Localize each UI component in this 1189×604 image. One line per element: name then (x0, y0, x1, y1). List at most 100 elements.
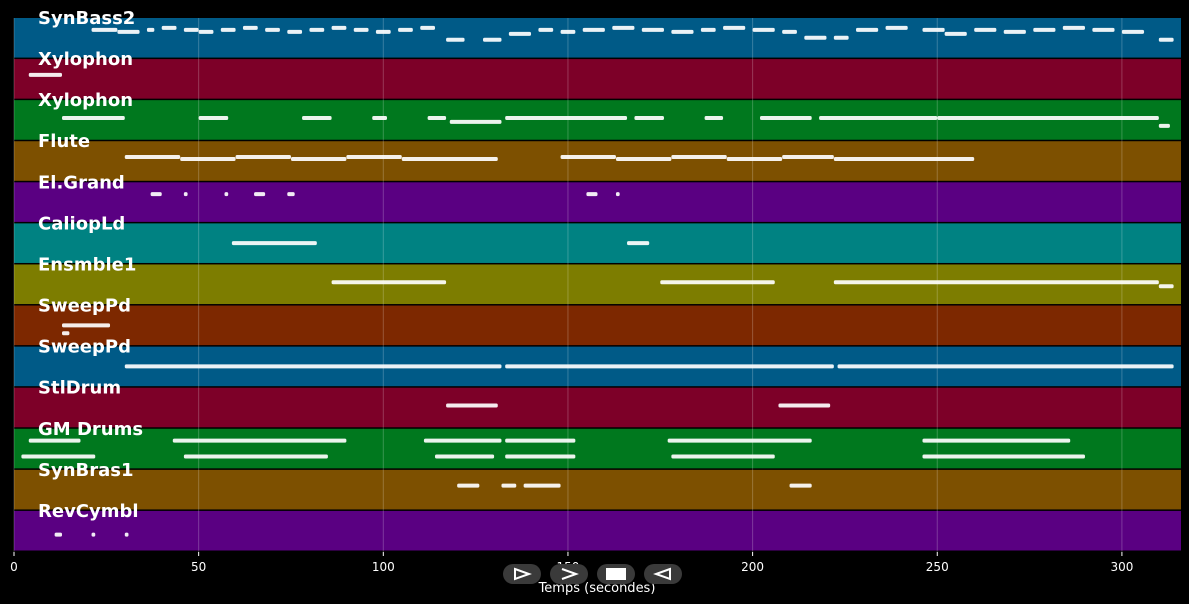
note-mark (427, 115, 447, 120)
note-mark (254, 192, 266, 197)
note-mark (789, 483, 812, 488)
note-mark (726, 157, 783, 162)
note-mark (1033, 27, 1056, 32)
track-label: RevCymbl (38, 501, 139, 522)
note-mark (446, 37, 465, 42)
play-button[interactable] (503, 564, 541, 584)
track-label: El.Grand (38, 172, 125, 193)
note-mark (833, 280, 1159, 285)
note-marks (21, 25, 1174, 537)
note-mark (944, 31, 967, 36)
note-mark (231, 241, 317, 246)
track-label: CaliopLd (38, 213, 125, 234)
track-label: Ensmble1 (38, 254, 136, 275)
note-mark (62, 331, 70, 336)
note-mark (21, 454, 96, 459)
note-mark (302, 115, 332, 120)
note-mark (837, 364, 1174, 369)
note-mark (183, 192, 188, 197)
note-mark (885, 25, 908, 30)
note-mark (1062, 25, 1085, 30)
track-label: SweepPd (38, 337, 131, 358)
note-mark (582, 27, 605, 32)
note-mark (1092, 27, 1115, 32)
note-mark (180, 157, 236, 162)
note-mark (856, 27, 879, 32)
note-mark (146, 27, 155, 32)
note-mark (124, 532, 129, 537)
note-mark (833, 35, 849, 40)
note-mark (667, 438, 812, 443)
note-mark (265, 27, 280, 32)
note-mark (782, 155, 834, 160)
note-mark (538, 27, 554, 32)
note-mark (124, 364, 502, 369)
note-mark (290, 157, 347, 162)
note-mark (671, 29, 694, 34)
track-lane (14, 305, 1181, 346)
note-mark (1003, 29, 1026, 34)
note-mark (435, 454, 495, 459)
note-mark (819, 115, 938, 120)
note-mark (287, 192, 295, 197)
track-lane (14, 428, 1181, 469)
note-mark (224, 192, 229, 197)
x-axis-label: Temps (secondes) (538, 581, 656, 596)
track-label: Xylophon (38, 49, 133, 70)
x-tick-label: 100 (372, 560, 395, 574)
note-mark (198, 115, 229, 120)
note-mark (375, 29, 391, 34)
note-mark (183, 454, 328, 459)
note-mark (560, 155, 616, 160)
note-mark (1158, 123, 1170, 128)
note-mark (398, 27, 413, 32)
note-mark (505, 364, 834, 369)
note-mark (612, 25, 635, 30)
note-mark (1121, 29, 1145, 34)
note-mark (505, 115, 628, 120)
note-mark (331, 25, 347, 30)
note-mark (446, 403, 498, 408)
track-label: Xylophon (38, 90, 133, 111)
note-mark (235, 155, 291, 160)
note-mark (804, 35, 827, 40)
note-mark (778, 403, 831, 408)
note-mark (586, 192, 598, 197)
note-mark (508, 31, 532, 36)
note-mark (91, 532, 96, 537)
playback-controls (503, 564, 682, 584)
note-mark (501, 483, 517, 488)
track-lane (14, 510, 1181, 551)
track-lane (14, 18, 1181, 58)
note-mark (220, 27, 236, 32)
note-mark (449, 119, 502, 124)
note-mark (372, 115, 387, 120)
track-lane (14, 387, 1181, 428)
note-mark (62, 115, 125, 120)
note-mark (287, 29, 303, 34)
note-mark (759, 115, 812, 120)
note-mark (641, 27, 664, 32)
note-mark (457, 483, 480, 488)
note-mark (172, 438, 347, 443)
note-mark (700, 27, 716, 32)
note-mark (922, 454, 1085, 459)
note-mark (28, 438, 81, 443)
note-mark (309, 27, 325, 32)
track-lane (14, 182, 1181, 222)
rewind-button[interactable] (644, 564, 682, 584)
stop-button[interactable] (597, 564, 635, 584)
note-mark (560, 29, 576, 34)
note-mark (937, 115, 1159, 120)
note-mark (331, 280, 447, 285)
note-mark (627, 241, 650, 246)
note-mark (423, 438, 502, 443)
note-mark (671, 454, 775, 459)
note-mark (242, 25, 258, 30)
note-mark (833, 157, 975, 162)
track-label: SynBras1 (38, 460, 134, 481)
fast-forward-button[interactable] (550, 564, 588, 584)
note-mark (922, 27, 945, 32)
rewind-icon (653, 567, 671, 581)
